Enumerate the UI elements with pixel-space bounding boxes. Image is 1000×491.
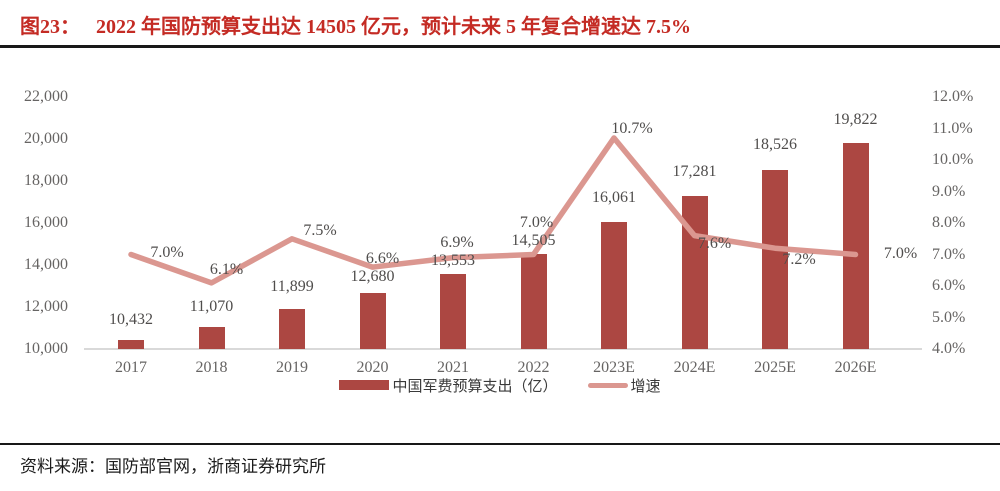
x-axis-label-2022: 2022 [517, 359, 550, 376]
x-axis-label-2021: 2021 [437, 359, 469, 376]
bar-2018 [198, 326, 225, 349]
growth-label-2019: 7.5% [303, 221, 337, 239]
x-axis-baseline [84, 348, 922, 350]
source-note: 资料来源：国防部官网，浙商证券研究所 [20, 457, 326, 476]
bar-value-label-2019: 11,899 [270, 278, 314, 296]
bar-value-label-2021: 13,553 [431, 252, 475, 270]
y-axis-right-tick: 10.0% [932, 151, 974, 168]
x-axis-label-2026E: 2026E [834, 359, 877, 376]
y-axis-left-tick: 16,000 [24, 214, 68, 231]
figure-number-label: 图23： [20, 16, 80, 38]
y-axis-right-tick: 6.0% [932, 277, 966, 294]
growth-label-2023E: 10.7% [611, 119, 653, 137]
x-axis-label-2019: 2019 [276, 359, 308, 376]
y-axis-left-tick: 12,000 [24, 298, 68, 315]
x-axis-label-2024E: 2024E [673, 359, 716, 376]
bar-2024E [681, 196, 708, 349]
bar-2023E [601, 221, 627, 349]
bar-value-label-2018: 11,070 [189, 297, 234, 315]
growth-label-2017: 7.0% [150, 243, 184, 261]
y-axis-left-tick: 10,000 [24, 340, 68, 357]
y-axis-right-tick: 8.0% [932, 214, 966, 231]
y-axis-right-tick: 12.0% [932, 88, 974, 105]
legend-item-bar-series: 中国军费预算支出（亿） [339, 375, 558, 396]
bar-value-label-2023E: 16,061 [592, 188, 636, 206]
bar-2019 [279, 309, 305, 349]
bar-2021 [440, 274, 466, 349]
line-series-swatch [587, 382, 628, 388]
line-series-label: 增速 [630, 378, 661, 395]
x-axis-label-2020: 2020 [356, 359, 389, 376]
figure-title-text: 2022 年国防预算支出达 14505 亿元，预计未来 5 年复合增速达 7.5… [96, 16, 691, 38]
y-axis-left-tick: 14,000 [24, 256, 68, 273]
y-axis-left-tick: 22,000 [24, 88, 68, 105]
growth-label-2020: 6.6% [365, 250, 400, 268]
y-axis-right-tick: 7.0% [932, 245, 966, 263]
growth-label-2018: 6.1% [209, 260, 244, 278]
chart-legend: 中国军费预算支出（亿） 增速 [0, 375, 1000, 395]
bar-2022 [520, 254, 547, 349]
bar-2017 [118, 339, 144, 349]
bar-value-label-2024E: 17,281 [672, 163, 717, 181]
y-axis-left-tick: 20,000 [24, 130, 68, 147]
bar-value-label-2026E: 19,822 [833, 110, 878, 128]
growth-label-2024E: 7.6% [697, 234, 732, 252]
growth-label-2025E: 7.2% [782, 251, 816, 269]
bar-series-label: 中国军费预算支出（亿） [392, 378, 558, 395]
x-axis-label-2017: 2017 [115, 359, 147, 376]
y-axis-right-tick: 11.0% [932, 119, 973, 137]
y-axis-left-tick: 18,000 [24, 172, 68, 189]
figure-title: 图23： 2022 年国防预算支出达 14505 亿元，预计未来 5 年复合增速达… [20, 10, 980, 39]
bar-2020 [359, 292, 386, 349]
footer-divider [0, 443, 1000, 445]
x-axis-label-2018: 2018 [195, 359, 228, 376]
bar-value-label-2025E: 18,526 [753, 135, 797, 153]
bar-2026E [842, 142, 869, 349]
x-axis-label-2025E: 2025E [754, 359, 796, 376]
growth-label-2021: 6.9% [440, 233, 474, 251]
bar-value-label-2022: 14,505 [511, 232, 556, 250]
growth-label-2022: 7.0% [519, 213, 554, 231]
x-axis-label-2023E: 2023E [593, 359, 635, 376]
y-axis-right-tick: 9.0% [932, 182, 966, 200]
header-divider [0, 45, 1000, 48]
y-axis-right-tick: 5.0% [932, 308, 966, 326]
bar-series-swatch [339, 380, 390, 390]
growth-label-2026E: 7.0% [883, 244, 918, 262]
y-axis-right-tick: 4.0% [932, 340, 966, 357]
bar-value-label-2017: 10,432 [109, 310, 153, 328]
bar-value-label-2020: 12,680 [350, 267, 395, 285]
legend-item-line-series: 增速 [587, 375, 661, 396]
